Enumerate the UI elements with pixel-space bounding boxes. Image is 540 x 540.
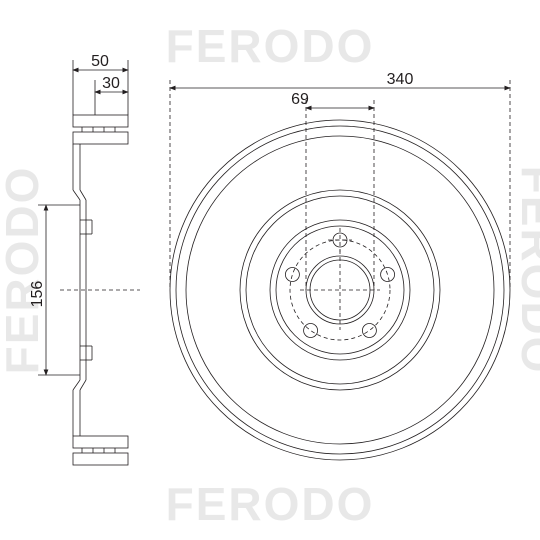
drawing-canvas: FERODO FERODO FERODO FERODO <box>0 0 540 540</box>
dim-69: 69 <box>291 91 309 108</box>
watermark: FERODO FERODO FERODO FERODO <box>0 20 540 530</box>
svg-text:FERODO: FERODO <box>166 20 375 72</box>
dim-50: 50 <box>91 53 109 70</box>
svg-text:FERODO: FERODO <box>512 166 540 375</box>
dim-340: 340 <box>387 71 414 88</box>
svg-text:FERODO: FERODO <box>0 166 48 375</box>
side-section-view <box>60 115 140 465</box>
dim-156: 156 <box>29 281 46 308</box>
svg-text:FERODO: FERODO <box>166 478 375 530</box>
front-view <box>170 120 510 460</box>
dim-30: 30 <box>102 75 120 92</box>
